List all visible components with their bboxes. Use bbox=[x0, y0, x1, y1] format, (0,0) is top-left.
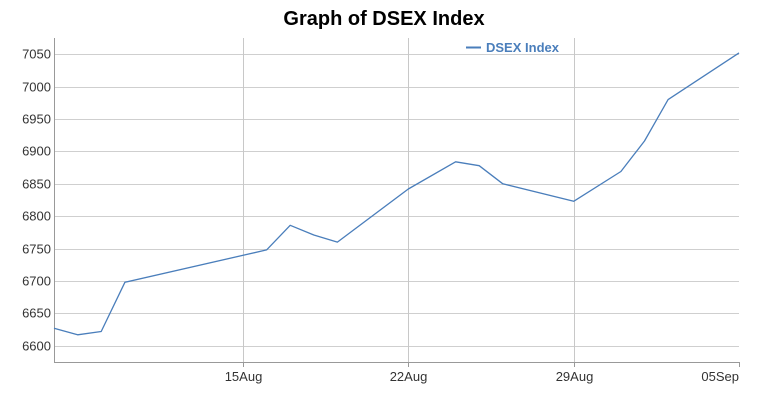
grid-lines bbox=[54, 38, 739, 362]
x-tick-label: 29Aug bbox=[556, 369, 594, 384]
series-layer bbox=[53, 52, 740, 336]
y-tick-label: 6800 bbox=[22, 209, 51, 224]
y-tick-label: 7000 bbox=[22, 80, 51, 95]
y-tick-label: 7050 bbox=[22, 47, 51, 62]
x-tick-label: 15Aug bbox=[225, 369, 263, 384]
chart-title: Graph of DSEX Index bbox=[283, 8, 485, 30]
y-tick-label: 6950 bbox=[22, 112, 51, 127]
y-tick-label: 6700 bbox=[22, 274, 51, 289]
x-tick-labels: 15Aug 22Aug 29Aug 05Sep bbox=[225, 369, 739, 384]
y-tick-label: 6850 bbox=[22, 177, 51, 192]
legend: DSEX Index bbox=[466, 40, 560, 55]
series-line bbox=[53, 52, 740, 336]
legend-label: DSEX Index bbox=[486, 40, 560, 55]
x-tick-label: 22Aug bbox=[390, 369, 428, 384]
y-tick-label: 6600 bbox=[22, 339, 51, 354]
y-tick-label: 6900 bbox=[22, 144, 51, 159]
x-tick-label: 05Sep bbox=[701, 369, 739, 384]
y-tick-labels: 6600 6650 6700 6750 6800 6850 6900 6950 7000 7050 bbox=[22, 47, 51, 354]
y-tick-label: 6650 bbox=[22, 306, 51, 321]
y-tick-label: 6750 bbox=[22, 242, 51, 257]
axes bbox=[54, 38, 740, 367]
